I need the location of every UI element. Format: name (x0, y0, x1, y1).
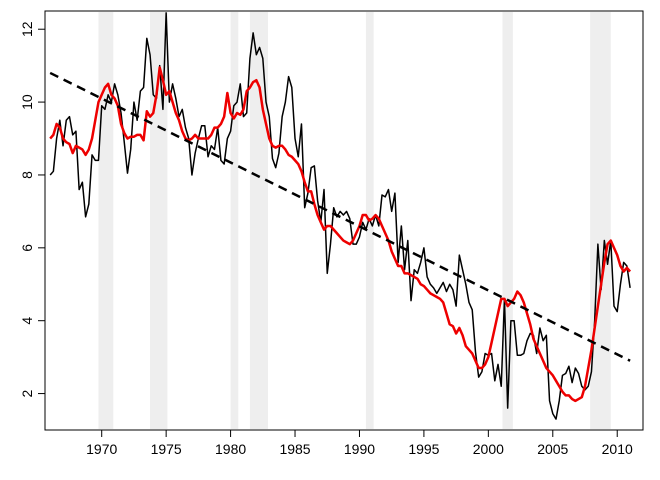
x-tick-label: 1975 (151, 441, 182, 457)
shaded-period-2 (150, 12, 168, 429)
shaded-period-6 (502, 12, 513, 429)
x-tick-label: 1980 (215, 441, 246, 457)
trend-line (49, 71, 631, 362)
y-tick-label: 8 (19, 171, 35, 179)
shaded-period-4 (249, 12, 268, 429)
y-tick-label: 4 (19, 317, 35, 325)
plot-frame (44, 10, 644, 431)
shaded-period-7 (590, 12, 611, 429)
series-smoothed-line (49, 66, 632, 403)
y-tick-label: 10 (19, 94, 35, 110)
shaded-periods (98, 12, 611, 429)
x-tick-label: 1990 (344, 441, 375, 457)
x-tick-label: 2005 (537, 441, 568, 457)
y-axis: 2 4 6 8 10 12 (19, 21, 45, 397)
x-tick-label: 2010 (602, 441, 633, 457)
shaded-period-1 (98, 12, 114, 429)
series-layer (49, 12, 632, 420)
x-tick-label: 2000 (473, 441, 504, 457)
x-axis: 1970 1975 1980 1985 1990 1995 2000 2005 2010 (86, 430, 633, 457)
y-tick-label: 2 (19, 389, 35, 397)
y-tick-label: 12 (19, 21, 35, 37)
x-tick-label: 1970 (86, 441, 117, 457)
y-tick-label: 6 (19, 244, 35, 252)
shaded-period-3 (230, 12, 239, 429)
x-tick-label: 1995 (408, 441, 439, 457)
x-tick-label: 1985 (279, 441, 310, 457)
